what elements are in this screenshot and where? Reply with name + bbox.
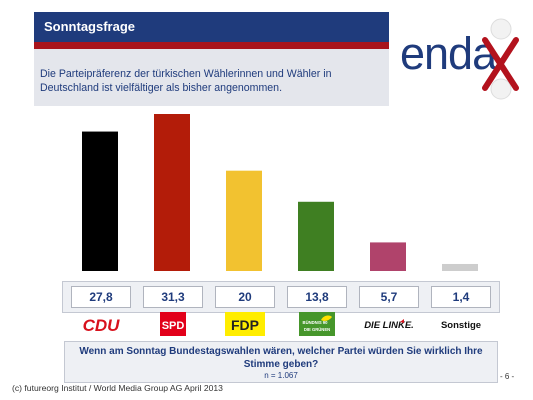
bar-sonstige xyxy=(442,263,478,271)
fdp-logo: FDP xyxy=(225,312,265,336)
bar-gruene xyxy=(298,201,334,271)
slide-title: Sonntagsfrage xyxy=(44,19,136,34)
question-box: Wenn am Sonntag Bundestagswahlen wären, … xyxy=(64,341,498,383)
sonstige-label: Sonstige xyxy=(441,320,481,331)
value-label-gruene: 13,8 xyxy=(287,286,347,308)
logo-circles-graphic xyxy=(490,18,512,100)
gruene-label-line1: BÜNDNIS 90 xyxy=(303,320,329,325)
bar-linke xyxy=(370,242,406,271)
value-label-fdp: 20 xyxy=(215,286,275,308)
bar-spd xyxy=(154,114,190,271)
linke-label: DIE LINKE. xyxy=(364,320,414,331)
logo-x-mark xyxy=(482,37,519,91)
subtitle-box: Die Parteipräferenz der türkischen Wähle… xyxy=(34,49,389,106)
cdu-logo: CDU xyxy=(83,316,121,335)
title-bar: Sonntagsfrage xyxy=(34,12,389,42)
linke-logo: DIE LINKE. xyxy=(364,319,414,331)
value-label-linke: 5,7 xyxy=(359,286,419,308)
linke-red-arrow-icon xyxy=(400,319,404,323)
gruene-label-line2: DIE GRÜNEN xyxy=(304,327,330,332)
copyright-footer: (c) futureorg Institut / World Media Gro… xyxy=(12,383,223,393)
gruene-logo: BÜNDNIS 90 DIE GRÜNEN xyxy=(299,312,335,336)
value-label-cdu: 27,8 xyxy=(71,286,131,308)
fdp-label: FDP xyxy=(231,317,259,333)
sonstige-label-box: Sonstige xyxy=(441,320,481,331)
survey-question: Wenn am Sonntag Bundestagswahlen wären, … xyxy=(79,346,483,370)
value-label-sonstige: 1,4 xyxy=(431,286,491,308)
sunflower-icon xyxy=(321,315,332,321)
value-label-spd: 31,3 xyxy=(143,286,203,308)
bar-fdp xyxy=(226,170,262,271)
cdu-label: CDU xyxy=(83,316,121,335)
spd-label: SPD xyxy=(162,320,185,332)
title-accent-stripe xyxy=(34,42,389,49)
endax-logo: enda xyxy=(398,18,522,100)
bar-cdu xyxy=(82,131,118,271)
bar-chart xyxy=(82,114,478,271)
sample-size: n = 1.067 xyxy=(264,371,298,380)
logo-wordmark: enda xyxy=(400,28,497,79)
subtitle-text: Die Parteipräferenz der türkischen Wähle… xyxy=(40,68,332,94)
value-label-strip xyxy=(62,281,500,313)
page-number: - 6 - xyxy=(500,372,515,381)
spd-logo: SPD xyxy=(160,312,186,336)
